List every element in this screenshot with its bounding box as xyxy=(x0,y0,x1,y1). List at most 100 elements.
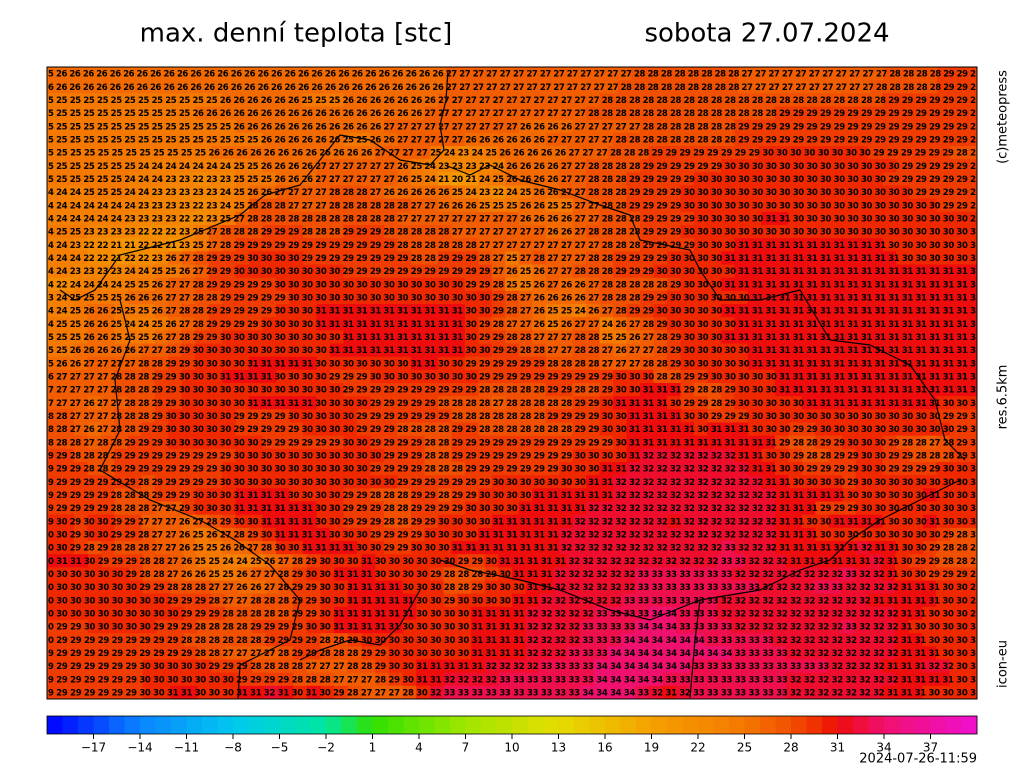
colorbar-segment xyxy=(434,716,451,734)
cell xyxy=(154,264,169,279)
cell xyxy=(357,172,371,186)
cell xyxy=(791,80,805,94)
cell xyxy=(370,264,385,279)
cell xyxy=(73,119,88,134)
cell xyxy=(751,80,765,94)
cell xyxy=(801,356,816,371)
cell xyxy=(352,80,367,94)
cell xyxy=(720,106,735,121)
timestamp: 2024-07-26-11:59 xyxy=(859,752,977,767)
cell xyxy=(538,67,553,81)
cell xyxy=(896,198,911,213)
cell xyxy=(777,67,792,81)
cell xyxy=(626,383,641,397)
cell xyxy=(47,277,61,292)
cell xyxy=(195,330,210,344)
cell xyxy=(262,369,277,384)
cell xyxy=(114,264,129,279)
cell xyxy=(375,146,390,160)
cell xyxy=(299,80,314,94)
cell xyxy=(734,369,749,384)
cell xyxy=(734,159,749,173)
cell xyxy=(626,409,641,423)
cell xyxy=(532,198,547,213)
cell xyxy=(370,290,385,305)
cell xyxy=(720,264,735,279)
cell xyxy=(429,146,445,160)
row-values: 8 28 28 27 28 28 29 29 29 30 30 30 30 30… xyxy=(48,438,976,448)
cell xyxy=(141,317,156,331)
cell xyxy=(869,369,884,384)
cell xyxy=(289,396,304,410)
cell xyxy=(127,317,142,331)
cell xyxy=(410,290,425,305)
cell xyxy=(330,304,345,318)
cell xyxy=(801,277,816,292)
cell xyxy=(303,356,318,371)
cell xyxy=(855,264,870,279)
cell xyxy=(289,185,304,200)
cell xyxy=(357,238,371,252)
cell xyxy=(451,132,466,147)
cell xyxy=(936,317,951,331)
cell xyxy=(640,264,655,279)
cell xyxy=(330,383,345,397)
cell xyxy=(352,67,367,81)
cell xyxy=(47,330,61,344)
cell xyxy=(525,67,540,81)
cell xyxy=(73,106,88,121)
cell xyxy=(276,369,291,384)
cell xyxy=(774,317,789,331)
temperature-cells xyxy=(47,67,978,700)
cell xyxy=(734,317,749,331)
cell xyxy=(249,132,264,147)
cell xyxy=(680,93,695,107)
cell xyxy=(343,304,358,318)
cell xyxy=(599,211,614,226)
cell xyxy=(551,80,566,94)
cell xyxy=(464,198,479,213)
cell xyxy=(734,225,749,239)
cell xyxy=(222,238,237,252)
cell xyxy=(168,290,183,305)
cell xyxy=(707,132,722,147)
cell xyxy=(559,264,574,279)
cell xyxy=(684,67,699,81)
cell xyxy=(518,238,533,252)
colorbar-segment xyxy=(527,716,544,734)
row-values: 9 29 29 29 29 28 28 28 27 27 29 30 30 30… xyxy=(48,504,976,514)
cell xyxy=(667,198,681,213)
cell xyxy=(565,67,579,81)
cell xyxy=(815,409,830,423)
cell xyxy=(195,132,210,147)
cell xyxy=(383,172,398,186)
cell xyxy=(815,119,830,134)
cell xyxy=(882,119,897,134)
cell xyxy=(815,132,830,147)
cell xyxy=(693,238,708,252)
cell xyxy=(909,106,924,121)
cell xyxy=(923,409,938,423)
cell xyxy=(855,106,870,121)
cell xyxy=(761,93,776,107)
cell xyxy=(774,369,789,384)
cell xyxy=(195,93,210,107)
cell xyxy=(289,369,304,384)
cell xyxy=(141,159,156,173)
cell xyxy=(545,264,560,279)
cell xyxy=(815,277,830,292)
cell xyxy=(491,225,506,239)
cell xyxy=(667,93,681,107)
cell xyxy=(424,317,439,331)
cell xyxy=(774,264,789,279)
cell xyxy=(357,330,371,344)
cell xyxy=(613,343,628,358)
cell xyxy=(828,185,843,200)
cell xyxy=(343,93,358,107)
cell xyxy=(950,356,965,371)
cell xyxy=(626,396,641,410)
cell xyxy=(801,317,816,331)
cell xyxy=(747,225,762,239)
cell xyxy=(100,93,115,107)
cell xyxy=(343,330,358,344)
